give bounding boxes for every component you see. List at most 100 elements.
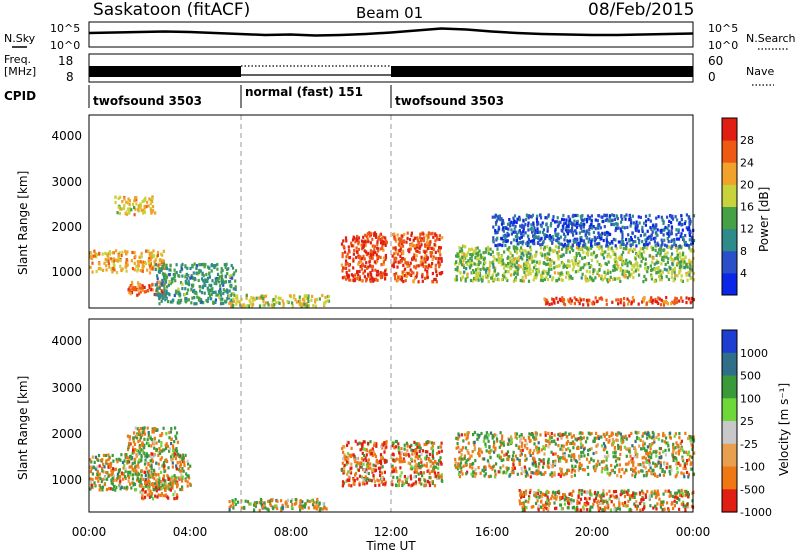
- power-cell: [612, 268, 615, 273]
- power-cell: [127, 207, 130, 211]
- power-cell: [622, 246, 625, 251]
- velocity-cell: [228, 508, 231, 512]
- velocity-cell: [342, 457, 345, 461]
- velocity-cell: [403, 443, 406, 447]
- power-cell: [400, 251, 403, 255]
- velocity-cell: [675, 441, 678, 445]
- velocity-cell: [392, 458, 395, 462]
- power-cell: [661, 256, 664, 260]
- power-cell: [640, 254, 644, 258]
- power-cell: [525, 250, 528, 254]
- velocity-cell: [94, 476, 98, 480]
- power-cell: [535, 271, 538, 275]
- power-cell: [689, 270, 692, 274]
- power-cell: [219, 284, 222, 288]
- power-cell: [565, 244, 568, 248]
- power-cell: [654, 299, 657, 304]
- power-cell: [667, 245, 670, 249]
- velocity-cell: [515, 443, 518, 447]
- power-ytick-2000: 2000: [51, 220, 82, 234]
- power-cell: [504, 263, 507, 267]
- power-cell: [650, 237, 653, 241]
- power-cell: [155, 282, 158, 286]
- power-cell: [543, 277, 546, 281]
- cpid-panel: CPID twofsound 3503 normal (fast) 151 tw…: [4, 85, 504, 108]
- power-cell: [397, 237, 400, 241]
- velocity-cell: [269, 501, 272, 506]
- power-cell: [131, 267, 134, 271]
- velocity-cell: [169, 482, 172, 487]
- velocity-cell: [412, 449, 415, 453]
- velocity-cell: [152, 430, 155, 434]
- power-cell: [578, 251, 581, 256]
- velocity-cell: [343, 445, 346, 449]
- velocity-cell: [612, 451, 615, 455]
- velocity-cell: [115, 457, 118, 462]
- velocity-cell: [597, 436, 600, 441]
- velocity-cell: [101, 485, 105, 489]
- power-cell: [341, 255, 344, 259]
- power-cell: [115, 271, 119, 275]
- power-cell: [649, 219, 652, 223]
- velocity-cell: [657, 460, 660, 465]
- velocity-cell: [365, 470, 369, 474]
- power-cell: [559, 298, 562, 303]
- power-cell: [262, 303, 265, 307]
- velocity-cell: [602, 448, 605, 452]
- power-cell: [688, 238, 691, 242]
- power-cell: [515, 265, 518, 269]
- velocity-cell: [629, 454, 632, 458]
- velocity-cell: [474, 459, 477, 463]
- power-cell: [686, 265, 689, 269]
- power-cell: [532, 238, 536, 242]
- power-cell: [543, 297, 546, 301]
- power-cell: [456, 252, 459, 256]
- power-cell: [232, 292, 235, 296]
- power-cell: [376, 247, 380, 251]
- power-cell: [666, 215, 669, 219]
- power-cell: [670, 275, 673, 279]
- velocity-cell: [131, 473, 134, 477]
- power-cell: [671, 244, 674, 248]
- power-cell: [643, 250, 646, 254]
- power-cell: [529, 239, 532, 244]
- velocity-cell: [478, 449, 481, 453]
- velocity-cell: [249, 502, 252, 506]
- velocity-cell: [482, 439, 485, 443]
- power-cell: [477, 267, 480, 271]
- power-cell: [594, 276, 597, 280]
- power-cell: [405, 272, 408, 276]
- power-cell: [575, 231, 578, 235]
- power-cell: [230, 301, 233, 306]
- power-cell: [171, 300, 174, 304]
- power-cell: [392, 246, 395, 250]
- power-cell: [382, 248, 385, 252]
- velocity-cell: [652, 435, 655, 439]
- power-cell: [544, 270, 547, 274]
- power-cell: [585, 298, 588, 302]
- power-cell: [133, 251, 136, 255]
- power-cell: [458, 262, 461, 266]
- velocity-cell: [160, 441, 163, 445]
- velocity-cell: [666, 462, 669, 466]
- power-cell: [539, 243, 542, 247]
- velocity-cell: [465, 459, 468, 463]
- velocity-cell: [437, 466, 440, 470]
- velocity-cell: [425, 480, 428, 484]
- velocity-cell: [530, 471, 533, 475]
- velocity-cell: [131, 451, 134, 455]
- velocity-cell: [181, 485, 184, 489]
- power-cell: [556, 300, 560, 304]
- power-cell: [457, 255, 460, 259]
- power-cell: [341, 252, 344, 256]
- velocity-cell: [358, 481, 361, 485]
- velocity-cell: [158, 466, 161, 470]
- power-cell: [187, 282, 190, 286]
- velocity-cell: [349, 469, 352, 473]
- power-cell: [593, 235, 596, 239]
- velocity-cell: [407, 483, 410, 487]
- power-cell: [137, 204, 140, 208]
- power-cell: [671, 217, 675, 221]
- power-cell: [212, 264, 215, 268]
- power-cell: [614, 244, 617, 248]
